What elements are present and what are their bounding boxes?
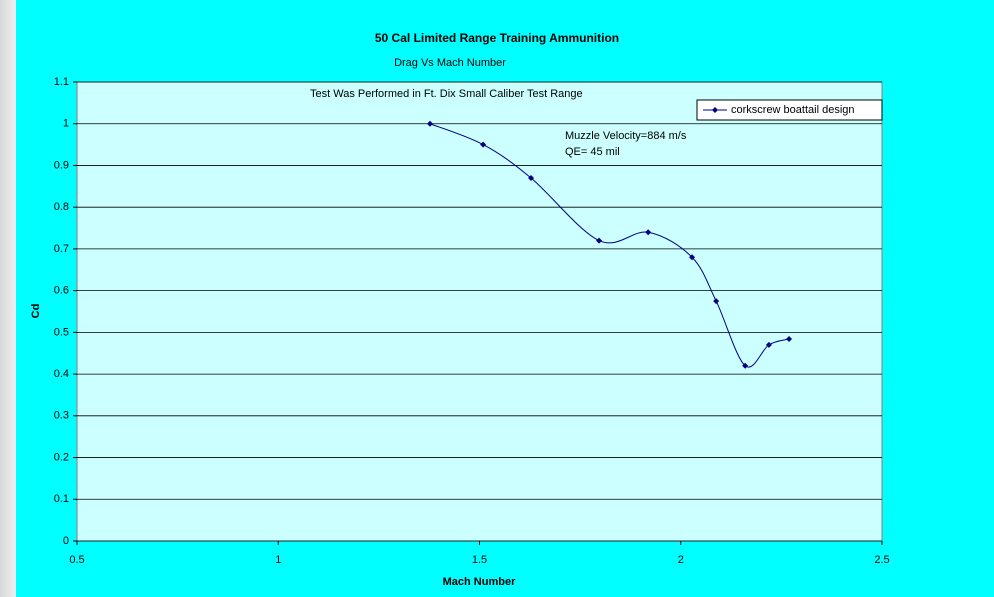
y-tick-label: 0.2 [54, 451, 69, 463]
marker [786, 336, 793, 343]
y-tick-label: 1 [63, 118, 69, 130]
legend-box [696, 99, 883, 121]
y-tick-label: 0.6 [54, 285, 69, 297]
y-tick-label: 0.5 [54, 326, 69, 338]
chart-subtitle: Drag Vs Mach Number [394, 57, 506, 69]
legend-marker [712, 107, 718, 113]
marker [645, 229, 652, 236]
annotation: Test Was Performed in Ft. Dix Small Cali… [310, 88, 583, 100]
annotation: Muzzle Velocity=884 m/s [565, 130, 687, 142]
x-tick-label: 0.5 [69, 554, 84, 566]
y-tick-label: 0.3 [54, 410, 69, 422]
y-tick-label: 0.9 [54, 159, 69, 171]
annotation: QE= 45 mil [565, 146, 620, 158]
y-tick-label: 0.7 [54, 243, 69, 255]
y-tick-label: 0.1 [54, 493, 69, 505]
y-tick-label: 0.8 [54, 201, 69, 213]
legend-label: corkscrew boattail design [731, 104, 855, 116]
marker [765, 341, 772, 348]
marker [713, 298, 720, 305]
x-tick-label: 2.5 [874, 554, 889, 566]
marker [480, 141, 487, 148]
plot-area [76, 81, 883, 542]
y-tick-label: 0.4 [54, 368, 69, 380]
marker [426, 120, 433, 127]
marker [689, 254, 696, 261]
marker [528, 174, 535, 181]
x-tick-label: 2 [678, 554, 684, 566]
x-tick-label: 1 [275, 554, 281, 566]
x-tick-label: 1.5 [472, 554, 487, 566]
marker [596, 237, 603, 244]
y-axis-label: Cd [30, 304, 42, 319]
line [429, 123, 790, 368]
y-tick-label: 1.1 [54, 76, 69, 88]
x-axis-label: Mach Number [443, 576, 516, 588]
marker [742, 362, 749, 369]
y-tick-label: 0 [63, 535, 69, 547]
chart-title: 50 Cal Limited Range Training Ammunition [375, 31, 619, 45]
